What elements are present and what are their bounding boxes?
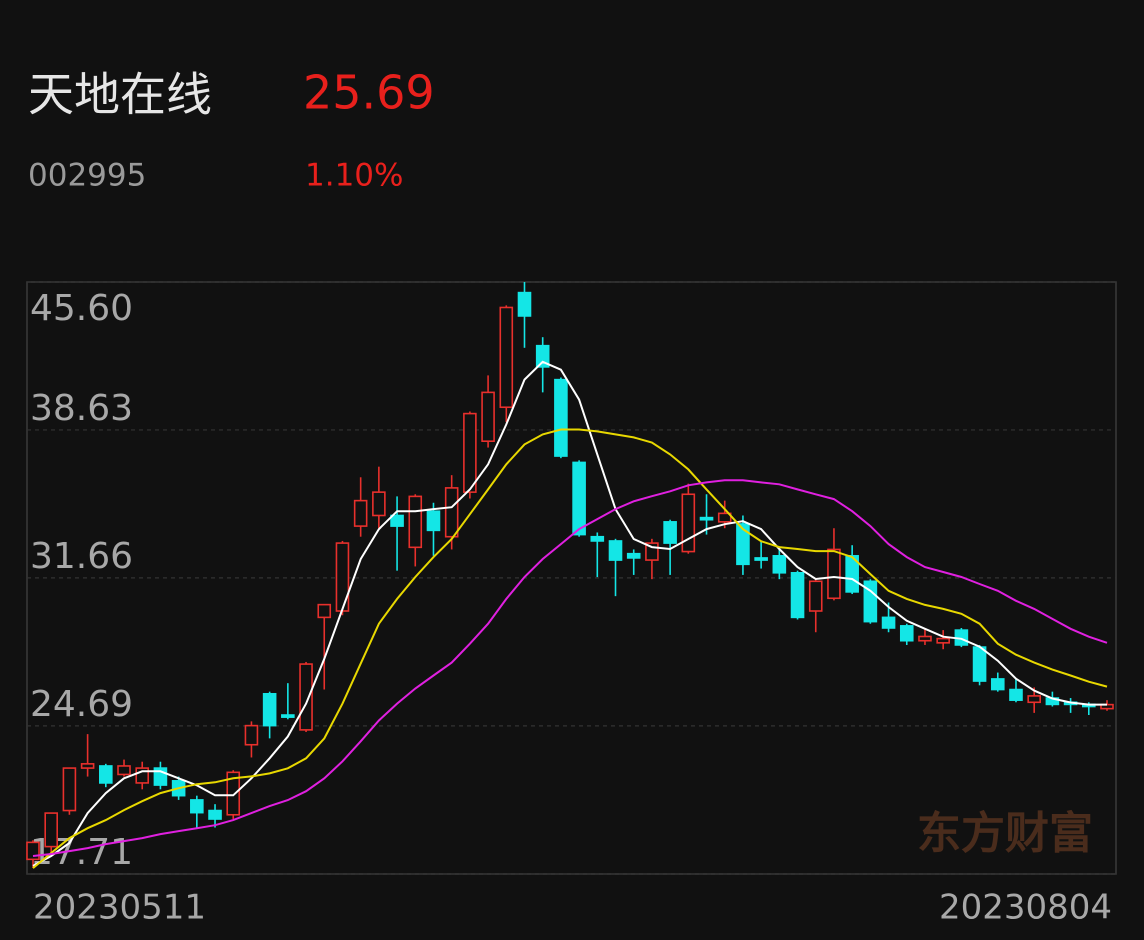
- candle-body: [990, 678, 1005, 691]
- candle-body: [863, 580, 878, 623]
- x-tick-label: 20230511: [33, 888, 206, 928]
- candle-body: [699, 516, 714, 521]
- price: 25.69: [303, 66, 435, 120]
- candle-body: [681, 493, 696, 553]
- candle-body: [335, 542, 350, 612]
- candle-body: [808, 580, 823, 612]
- candle-body: [426, 510, 441, 532]
- candle-body: [517, 291, 532, 317]
- y-tick-label: 45.60: [30, 288, 133, 329]
- candle-body: [590, 535, 605, 542]
- candle-body: [80, 763, 95, 769]
- moving-average-line: [32, 428, 1108, 869]
- candle-body: [899, 625, 914, 642]
- candle-body: [572, 461, 586, 536]
- candle-body: [208, 809, 222, 820]
- candle-body: [608, 540, 623, 561]
- candle-body: [190, 799, 204, 814]
- candle-body: [918, 635, 932, 642]
- candle-body: [535, 344, 550, 368]
- candle-body: [62, 767, 77, 812]
- candle-body: [226, 771, 241, 816]
- candle-body: [299, 663, 313, 731]
- candle-body: [499, 306, 514, 409]
- candle-body: [444, 487, 459, 538]
- candle-body: [845, 555, 859, 593]
- candle-body: [881, 616, 896, 629]
- moving-average-line: [32, 360, 1107, 867]
- candle-body: [554, 378, 568, 457]
- x-tick-label: 20230804: [939, 888, 1112, 928]
- candle-body: [663, 521, 677, 544]
- candle-body: [117, 765, 131, 776]
- candle-body: [390, 514, 404, 527]
- stock-name: 天地在线: [28, 68, 212, 122]
- candle-body: [827, 548, 841, 600]
- y-tick-label: 24.69: [30, 684, 133, 725]
- candle-body: [463, 412, 477, 493]
- y-tick-label: 38.63: [30, 388, 133, 429]
- candle-body: [972, 646, 987, 682]
- candle-body: [26, 841, 40, 861]
- watermark: 东方财富: [917, 808, 1093, 859]
- candle-body: [244, 724, 259, 746]
- candle-body: [281, 714, 295, 718]
- y-tick-label: 31.66: [30, 536, 133, 577]
- candle-body: [1009, 688, 1023, 701]
- candle-body: [717, 512, 732, 523]
- candle-body: [44, 812, 59, 848]
- candle-body: [317, 603, 332, 619]
- candle-body: [99, 765, 113, 784]
- stock-code: 002995: [28, 158, 146, 194]
- change-percent: 1.10%: [305, 158, 403, 194]
- candle-body: [772, 555, 787, 574]
- moving-average-line: [32, 479, 1108, 857]
- candle-body: [936, 637, 950, 644]
- candle-body: [626, 552, 641, 559]
- candle-body: [790, 571, 805, 619]
- candle-body: [353, 499, 368, 527]
- candle-body: [736, 523, 750, 566]
- candle-body: [408, 495, 423, 549]
- candle-body: [1027, 695, 1041, 704]
- candle-body: [754, 557, 768, 561]
- candle-body: [481, 391, 495, 442]
- candle-body: [262, 692, 277, 727]
- candle-body: [372, 491, 386, 517]
